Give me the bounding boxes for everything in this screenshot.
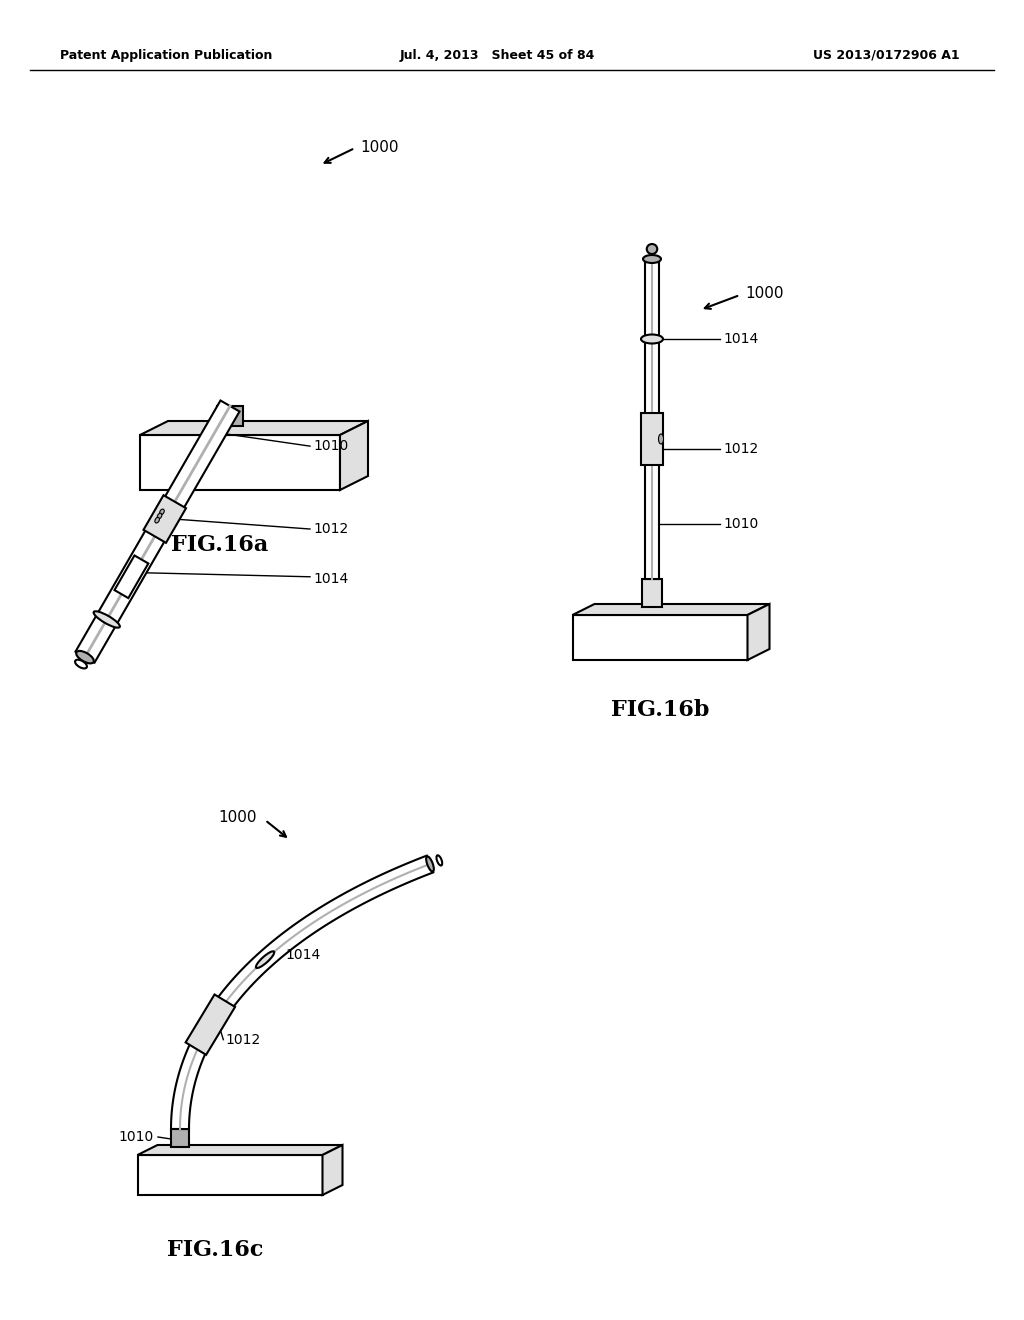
Ellipse shape — [93, 611, 120, 628]
Polygon shape — [76, 400, 240, 663]
Text: Jul. 4, 2013   Sheet 45 of 84: Jul. 4, 2013 Sheet 45 of 84 — [400, 49, 595, 62]
Ellipse shape — [158, 513, 162, 519]
Ellipse shape — [426, 857, 434, 871]
Ellipse shape — [647, 244, 657, 253]
Text: 1000: 1000 — [218, 810, 256, 825]
Polygon shape — [115, 556, 148, 598]
Polygon shape — [137, 1155, 323, 1195]
Polygon shape — [171, 1129, 189, 1147]
Polygon shape — [217, 407, 243, 426]
Text: 1010: 1010 — [723, 517, 758, 531]
Text: 1000: 1000 — [745, 285, 783, 301]
Polygon shape — [323, 1144, 342, 1195]
Ellipse shape — [643, 255, 662, 263]
Polygon shape — [340, 421, 368, 490]
Polygon shape — [137, 1144, 342, 1155]
Text: 1010: 1010 — [313, 440, 348, 453]
Polygon shape — [748, 605, 769, 660]
Text: US 2013/0172906 A1: US 2013/0172906 A1 — [813, 49, 961, 62]
Text: FIG.16a: FIG.16a — [171, 535, 268, 556]
Polygon shape — [185, 994, 236, 1055]
Text: 1012: 1012 — [313, 521, 348, 536]
Polygon shape — [140, 421, 368, 436]
Polygon shape — [143, 495, 186, 543]
Ellipse shape — [641, 334, 663, 343]
Text: FIG.16c: FIG.16c — [167, 1239, 263, 1261]
Text: 1010: 1010 — [118, 1130, 154, 1144]
Text: 1000: 1000 — [360, 140, 398, 156]
Ellipse shape — [160, 510, 164, 515]
Polygon shape — [171, 855, 433, 1129]
Polygon shape — [572, 615, 748, 660]
Ellipse shape — [256, 952, 274, 968]
Ellipse shape — [75, 660, 87, 668]
Text: 1014: 1014 — [723, 333, 758, 346]
Ellipse shape — [436, 855, 442, 866]
Ellipse shape — [658, 434, 664, 444]
Text: 1012: 1012 — [225, 1032, 260, 1047]
Polygon shape — [645, 259, 659, 579]
Ellipse shape — [76, 651, 94, 664]
Ellipse shape — [155, 517, 160, 523]
Text: Patent Application Publication: Patent Application Publication — [60, 49, 272, 62]
Polygon shape — [641, 413, 663, 465]
Text: 1014: 1014 — [285, 948, 321, 962]
Polygon shape — [140, 436, 340, 490]
Polygon shape — [642, 579, 662, 607]
Text: 1012: 1012 — [723, 442, 758, 455]
Text: 1014: 1014 — [313, 572, 348, 586]
Polygon shape — [572, 605, 769, 615]
Text: FIG.16b: FIG.16b — [610, 700, 710, 721]
